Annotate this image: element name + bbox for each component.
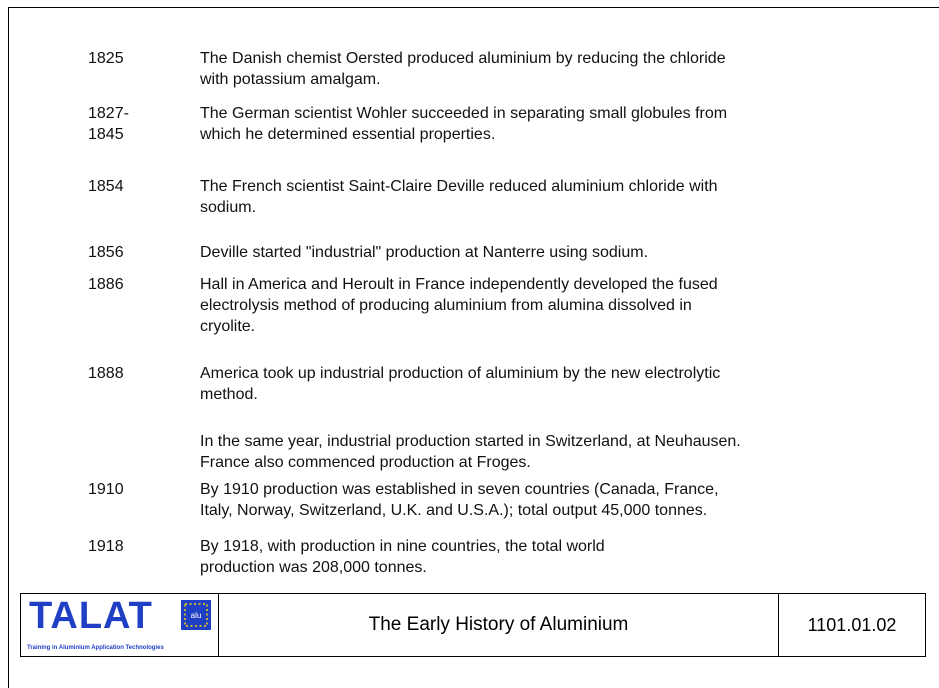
year: 1827-	[88, 105, 129, 122]
entry-text: method.	[200, 386, 258, 403]
entry-text: production was 208,000 tonnes.	[200, 559, 427, 576]
year: 1888	[88, 365, 124, 382]
entry-text: The Danish chemist Oersted produced alum…	[200, 50, 726, 67]
entry-text: By 1918, with production in nine countri…	[200, 538, 605, 555]
logo: TALAT alu Training in Aluminium Applicat…	[21, 594, 219, 656]
year: 1918	[88, 538, 124, 555]
badge-text: alu	[191, 611, 202, 620]
logo-badge: alu	[181, 600, 211, 630]
logo-text: TALAT	[29, 595, 153, 637]
entry-text: By 1910 production was established in se…	[200, 481, 719, 498]
entry-text: In the same year, industrial production …	[200, 433, 741, 450]
footer-code: 1101.01.02	[807, 614, 897, 635]
logo-subtitle: Training in Aluminium Application Techno…	[27, 645, 164, 651]
entry-text: The German scientist Wohler succeeded in…	[200, 105, 728, 122]
entry-text: with potassium amalgam.	[200, 71, 381, 88]
footer: TALAT alu Training in Aluminium Applicat…	[20, 593, 926, 657]
entry-text: America took up industrial production of…	[200, 365, 721, 382]
year: 1910	[88, 481, 124, 498]
entry-text: electrolysis method of producing alumini…	[200, 297, 692, 314]
year: 1886	[88, 276, 124, 293]
year: 1825	[88, 50, 124, 67]
year: 1856	[88, 244, 124, 261]
entry-text: cryolite.	[200, 318, 256, 335]
entry-text: which he determined essential properties…	[200, 126, 496, 143]
entry-text: Deville started "industrial" production …	[200, 244, 649, 261]
entry-text: The French scientist Saint-Claire Devill…	[200, 178, 718, 195]
entry-text: France also commenced production at Frog…	[200, 454, 531, 471]
entry-text: sodium.	[200, 199, 257, 216]
frame	[8, 7, 939, 688]
entry-text: Hall in America and Heroult in France in…	[200, 276, 718, 293]
entry-text: Italy, Norway, Switzerland, U.K. and U.S…	[200, 502, 708, 519]
year: 1845	[88, 126, 124, 143]
year: 1854	[88, 178, 124, 195]
slide: 1825 The Danish chemist Oersted produced …	[8, 7, 939, 688]
footer-title: The Early History of Aluminium	[219, 594, 779, 656]
